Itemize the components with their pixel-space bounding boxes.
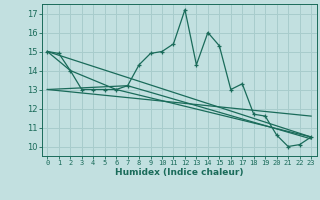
X-axis label: Humidex (Indice chaleur): Humidex (Indice chaleur) bbox=[115, 168, 244, 177]
